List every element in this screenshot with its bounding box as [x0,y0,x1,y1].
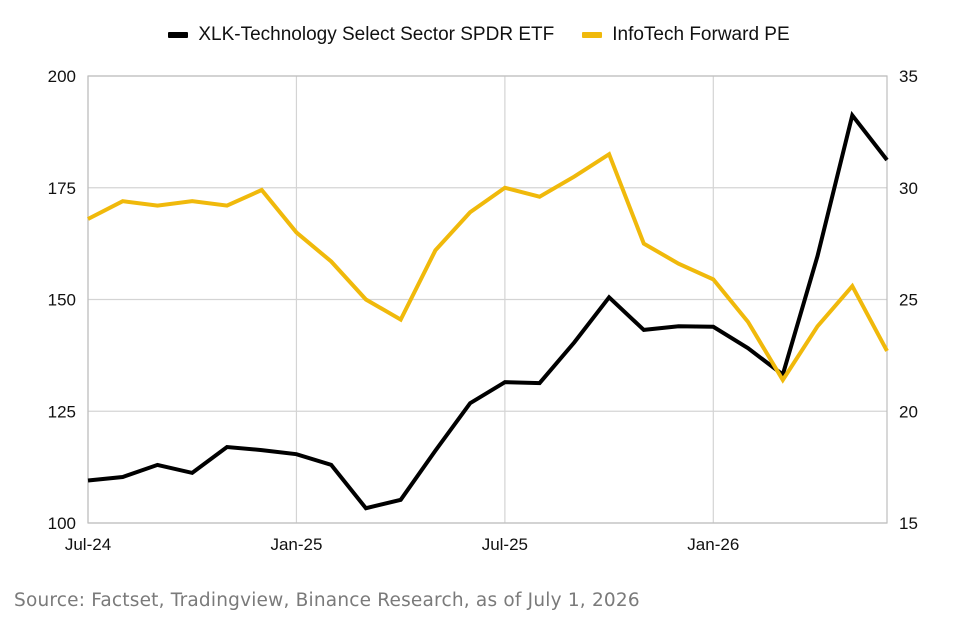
x-tick-label: Jul-25 [482,535,528,554]
legend-swatch-pe [582,32,603,38]
y-left-tick-label: 200 [48,67,76,86]
y-right-tick-label: 35 [899,67,918,86]
chart: XLK-Technology Select Sector SPDR ETF In… [0,24,958,554]
x-tick-label: Jan-25 [270,535,322,554]
legend-item-xlk: XLK-Technology Select Sector SPDR ETF [168,24,554,46]
source-note: Source: Factset, Tradingview, Binance Re… [14,590,640,611]
y-left-tick-label: 125 [48,402,76,421]
y-right-tick-label: 30 [899,179,918,198]
y-right-tick-label: 15 [899,514,918,533]
x-tick-label: Jan-26 [687,535,739,554]
legend-item-pe: InfoTech Forward PE [582,24,790,46]
y-right-tick-label: 20 [899,402,918,421]
legend-label-xlk: XLK-Technology Select Sector SPDR ETF [198,24,555,45]
x-tick-label: Jul-24 [65,535,111,554]
legend-label-pe: InfoTech Forward PE [612,24,790,45]
plot-frame [87,75,888,524]
plot-svg: 100 125 150 175 200 15 20 25 30 35 Jul-24 Jan-25 Jul… [48,67,918,554]
series-line-forward-pe [87,151,889,384]
y-left-tick-label: 100 [48,514,76,533]
legend-swatch-xlk [168,32,189,38]
y-right-tick-label: 25 [899,291,918,310]
legend: XLK-Technology Select Sector SPDR ETF In… [0,24,958,46]
y-left-tick-label: 175 [48,179,76,198]
y-left-tick-label: 150 [48,291,76,310]
series-line-xlk [87,110,889,511]
